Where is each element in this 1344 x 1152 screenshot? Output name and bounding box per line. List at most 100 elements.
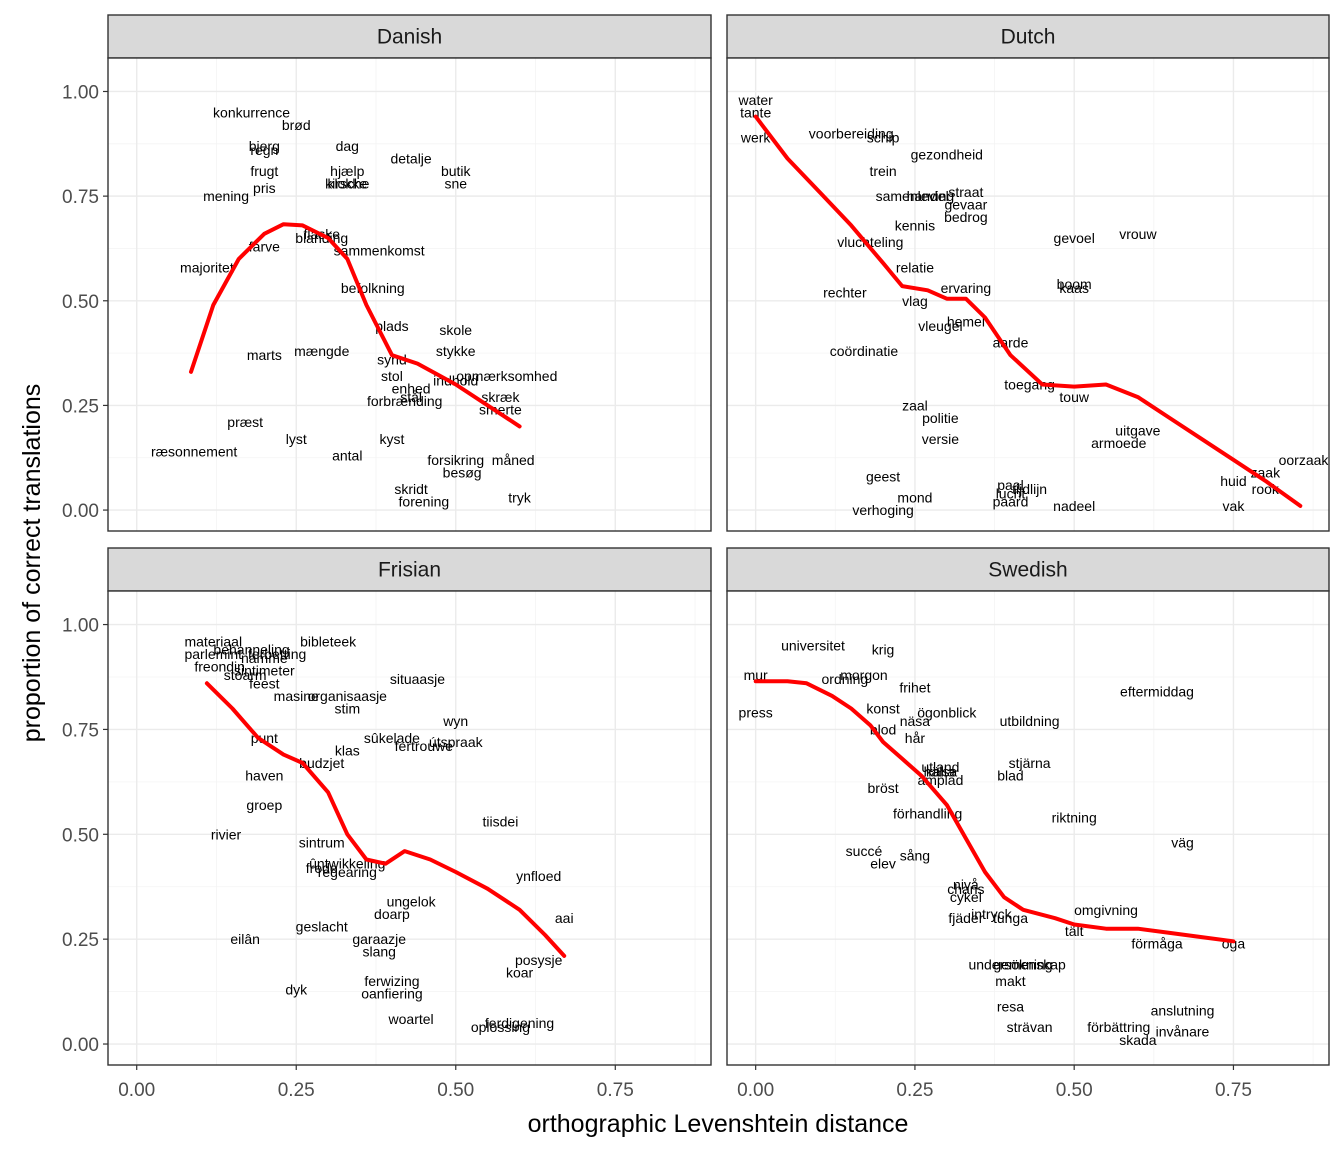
word-label: ervaring: [941, 280, 992, 296]
word-label: undersökning: [968, 956, 1052, 972]
panel-border: [107, 590, 712, 1066]
word-label: sintrum: [299, 835, 345, 851]
word-label: feest: [249, 675, 279, 691]
word-label: gemenskap: [993, 956, 1066, 972]
word-label: kirsche: [325, 176, 370, 192]
word-label: coördinatie: [830, 343, 899, 359]
word-label: dag: [336, 138, 359, 154]
word-label: konkurrence: [213, 104, 290, 120]
word-label: aai: [555, 910, 574, 926]
word-label: huid: [1220, 473, 1246, 489]
word-label: schip: [867, 130, 900, 146]
word-label: freondin: [194, 659, 245, 675]
word-label: fjäder: [948, 910, 983, 926]
word-label: forbrænding: [367, 393, 443, 409]
x-tick-label: 0.00: [118, 1080, 155, 1101]
word-label: præst: [227, 414, 263, 430]
word-label: klas: [335, 742, 360, 758]
word-label: verhoging: [852, 502, 914, 518]
word-label: gevaar: [944, 197, 987, 213]
word-label: öga: [1222, 935, 1246, 951]
word-label: punt: [251, 730, 278, 746]
x-tick-label: 0.50: [1056, 1080, 1093, 1101]
word-label: pris: [253, 180, 276, 196]
word-label: ferwizing: [364, 973, 419, 989]
word-label: nadeel: [1053, 498, 1095, 514]
word-label: förbättring: [1087, 1019, 1150, 1035]
word-label: forsikring: [427, 452, 484, 468]
facet-strip: [726, 14, 1330, 59]
word-label: brød: [282, 117, 311, 133]
facet-strip-title: Swedish: [988, 559, 1067, 582]
word-label: tante: [740, 104, 771, 120]
word-label: nivå: [953, 877, 979, 893]
word-label: succé: [846, 843, 883, 859]
facet-strip: [107, 547, 712, 592]
word-label: fertrouwe: [395, 738, 454, 754]
word-label: konst: [866, 700, 900, 716]
word-label: vleugel: [918, 318, 962, 334]
word-label: butik: [441, 163, 472, 179]
word-label: situaasje: [390, 671, 445, 687]
word-label: doarp: [374, 906, 410, 922]
word-label: mængde: [294, 343, 349, 359]
word-label: antal: [332, 448, 362, 464]
word-label: ungelok: [387, 893, 437, 909]
y-tick-label: 0.75: [62, 187, 99, 208]
word-label: bröst: [868, 780, 899, 796]
word-label: cykel: [950, 889, 982, 905]
word-label: voorbereiding: [809, 125, 894, 141]
word-label: oplossing: [471, 1019, 530, 1035]
word-label: koar: [506, 965, 534, 981]
word-label: frihet: [899, 679, 930, 695]
word-label: skridt: [394, 481, 428, 497]
word-label: geslacht: [296, 919, 348, 935]
word-label: vak: [1223, 498, 1246, 514]
word-label: gevoel: [1054, 230, 1095, 246]
x-tick-label: 0.50: [437, 1080, 474, 1101]
word-label: relatie: [896, 259, 934, 275]
word-label: trein: [869, 163, 896, 179]
word-label: tijdlijn: [1012, 481, 1047, 497]
panel-border: [726, 590, 1330, 1066]
word-label: rivier: [211, 826, 242, 842]
word-label: detalje: [390, 150, 431, 166]
word-label: uitgave: [1115, 423, 1160, 439]
word-label: riktning: [1052, 810, 1097, 826]
word-label: stykke: [436, 343, 476, 359]
word-label: skole: [439, 322, 472, 338]
smooth-trend-line: [189, 222, 522, 429]
word-label: budzjet: [299, 755, 344, 771]
word-label: sång: [900, 847, 930, 863]
word-label: enhed: [392, 381, 431, 397]
word-label: invånare: [1156, 1023, 1210, 1039]
word-label: vrouw: [1119, 226, 1157, 242]
word-label: paal: [997, 477, 1023, 493]
y-tick-label: 0.00: [62, 501, 99, 522]
word-label: straat: [948, 184, 983, 200]
word-label: opmærksomhed: [456, 368, 557, 384]
word-label: stoarm: [224, 667, 267, 683]
word-label: kyst: [380, 431, 405, 447]
word-label: organisaasje: [308, 688, 388, 704]
word-label: touw: [1059, 389, 1089, 405]
panel-background: [108, 58, 711, 531]
word-label: vlag: [902, 293, 928, 309]
word-label: vluchteling: [837, 234, 903, 250]
word-label: ordning: [822, 671, 869, 687]
word-label: skræk: [481, 389, 520, 405]
word-label: marts: [247, 347, 282, 363]
facet-panel-frisian: Frisian materiaal bibleteek behannelingparl…: [62, 547, 712, 1101]
word-label: paard: [993, 494, 1029, 510]
panel-background: [108, 591, 711, 1065]
word-label: zaal: [902, 397, 928, 413]
word-label: armoede: [1091, 435, 1146, 451]
word-label: regearing: [318, 864, 377, 880]
word-label: tiisdei: [483, 814, 519, 830]
word-label: elev: [870, 856, 896, 872]
word-label: hemel: [947, 314, 985, 330]
word-label: oanfiering: [361, 986, 423, 1002]
word-label: morgon: [840, 667, 887, 683]
word-label: útspraak: [429, 734, 484, 750]
